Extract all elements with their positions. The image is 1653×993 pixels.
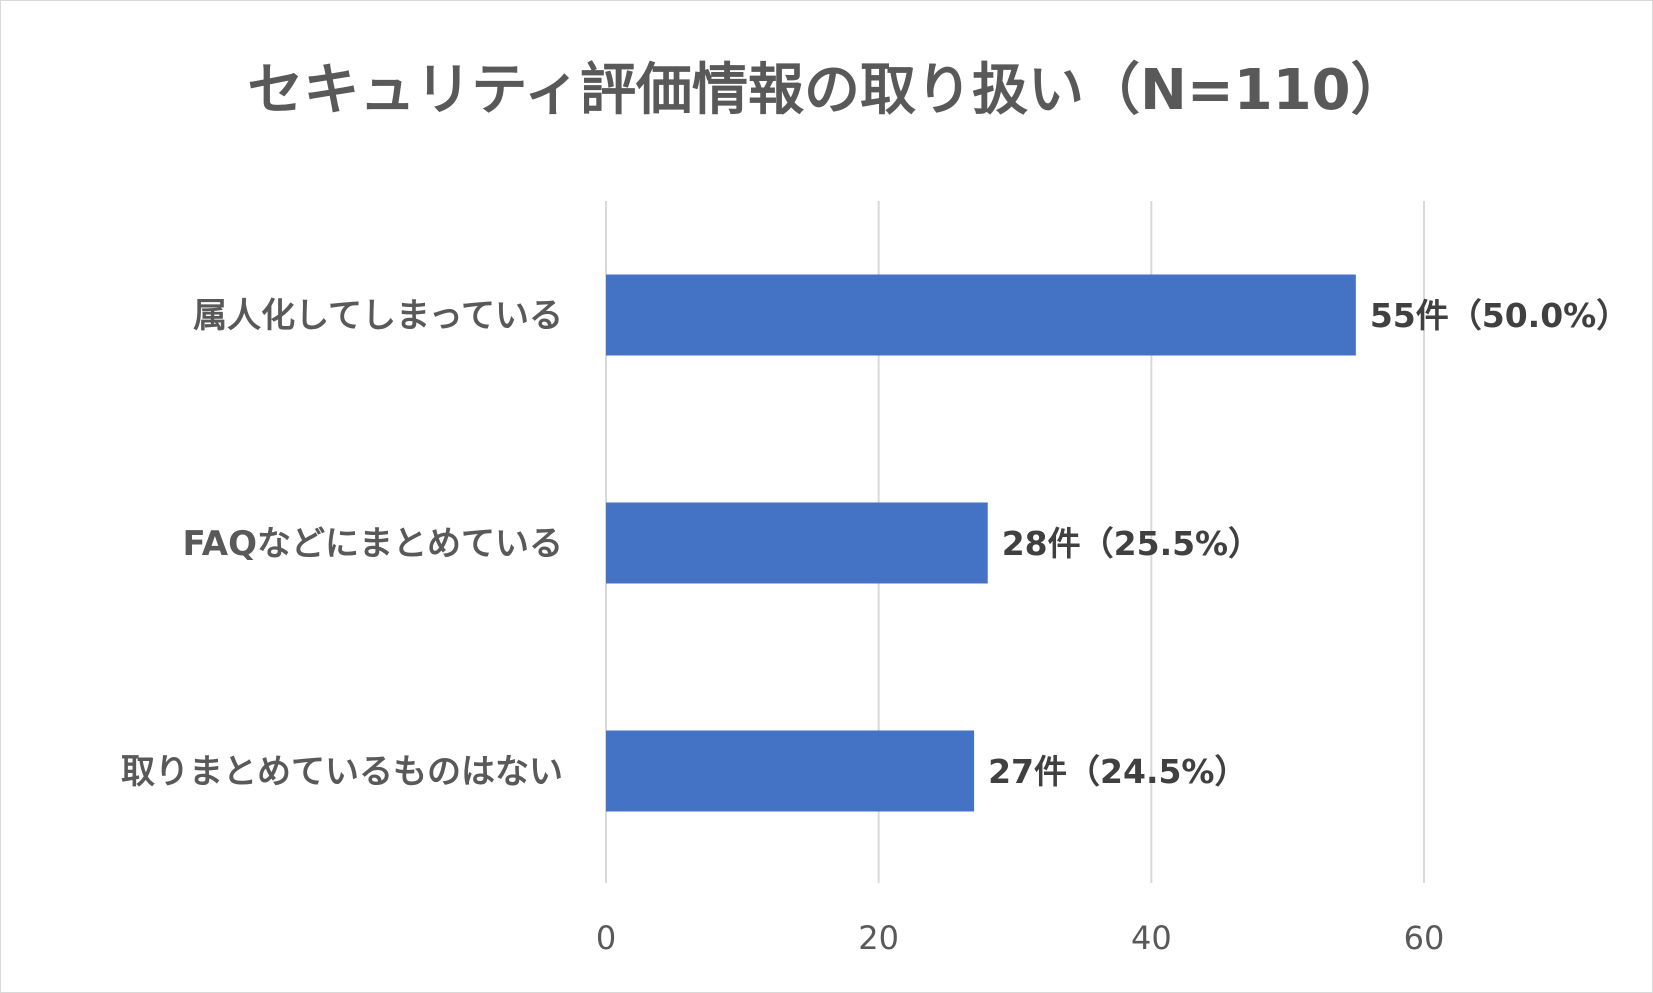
x-tick-label-0: 0 — [596, 919, 616, 957]
bar-2 — [606, 502, 988, 584]
bar-layer — [606, 274, 1356, 812]
data-label-2: 28件（25.5%） — [1002, 524, 1261, 563]
bar-1 — [606, 274, 1356, 356]
tick-layer: 0 20 40 60 — [596, 919, 1445, 957]
data-label-1: 55件（50.0%） — [1370, 296, 1629, 335]
category-label-3: 取りまとめているものはない — [121, 752, 563, 792]
category-label-1: 属人化してしまっている — [193, 296, 563, 336]
bar-3 — [606, 730, 975, 812]
category-label-2: FAQなどにまとめている — [182, 524, 563, 564]
chart-title: セキュリティ評価情報の取り扱い（N=110） — [247, 58, 1406, 123]
x-tick-label-60: 60 — [1404, 919, 1445, 957]
data-label-3: 27件（24.5%） — [988, 752, 1247, 791]
label-layer: 属人化してしまっている 55件（50.0%） FAQなどにまとめている 28件（25.… — [121, 296, 1629, 792]
x-tick-label-40: 40 — [1131, 919, 1172, 957]
x-tick-label-20: 20 — [858, 919, 899, 957]
